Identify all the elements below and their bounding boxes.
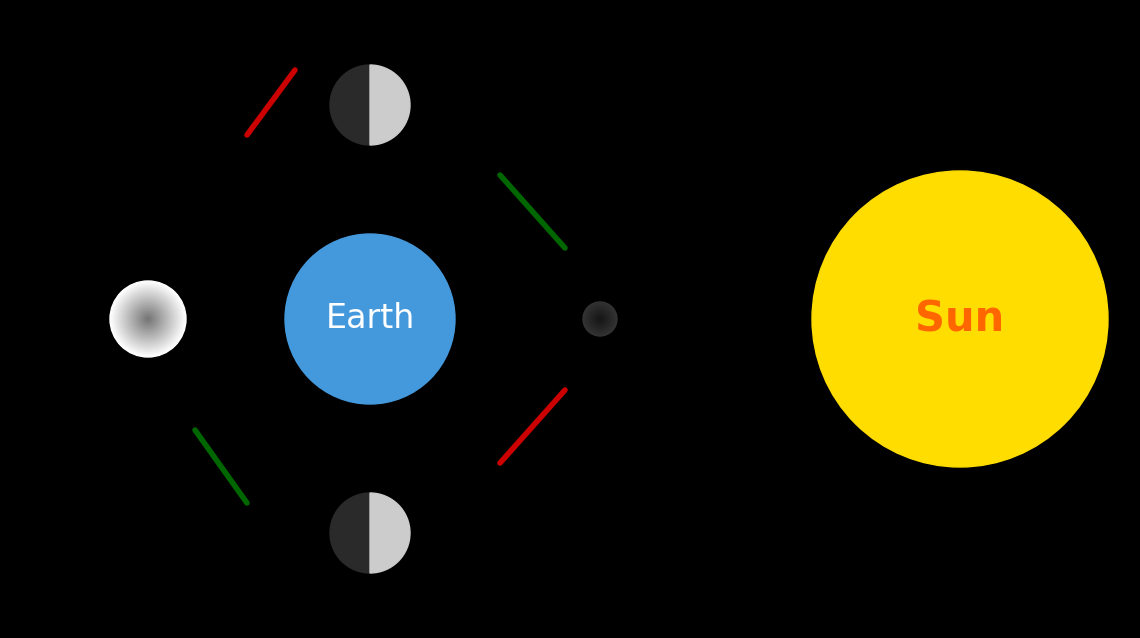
Circle shape [120, 290, 177, 348]
Text: Earth: Earth [325, 302, 415, 336]
Circle shape [140, 311, 155, 327]
Circle shape [592, 311, 609, 327]
Circle shape [146, 317, 149, 321]
Circle shape [109, 281, 186, 357]
Circle shape [587, 306, 613, 332]
Circle shape [144, 315, 152, 323]
Circle shape [138, 309, 157, 329]
Circle shape [132, 304, 163, 334]
Circle shape [586, 305, 614, 333]
Circle shape [137, 308, 160, 330]
Circle shape [593, 312, 608, 326]
Circle shape [135, 306, 161, 332]
Circle shape [123, 294, 172, 344]
Wedge shape [329, 65, 370, 145]
Circle shape [125, 296, 171, 342]
Circle shape [131, 302, 165, 336]
Wedge shape [329, 493, 370, 573]
Circle shape [121, 292, 174, 346]
Circle shape [583, 302, 617, 336]
Circle shape [812, 171, 1108, 467]
Circle shape [596, 315, 604, 323]
Circle shape [114, 285, 182, 353]
Circle shape [129, 300, 166, 338]
Circle shape [585, 304, 616, 334]
Circle shape [591, 309, 610, 329]
Circle shape [598, 318, 602, 320]
Circle shape [117, 288, 178, 350]
Wedge shape [370, 65, 410, 145]
Text: Sun: Sun [915, 298, 1004, 340]
Circle shape [588, 308, 611, 330]
Circle shape [112, 283, 184, 355]
Circle shape [142, 313, 154, 325]
Circle shape [127, 298, 169, 340]
Circle shape [597, 316, 603, 322]
Circle shape [285, 234, 455, 404]
Circle shape [594, 313, 605, 325]
Circle shape [115, 286, 180, 352]
Wedge shape [370, 493, 410, 573]
